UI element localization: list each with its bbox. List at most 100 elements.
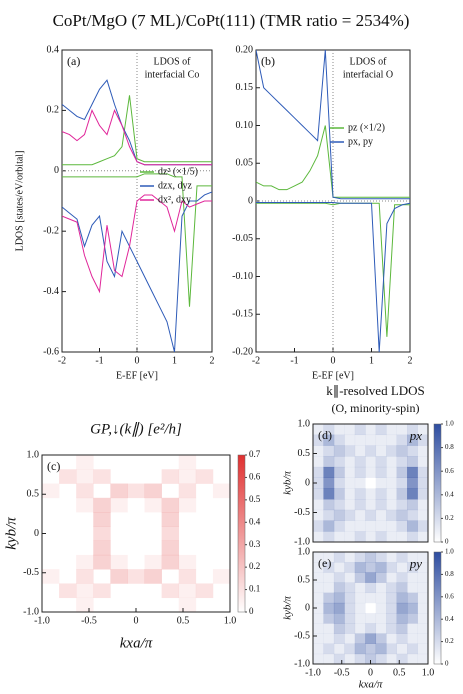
heatmap-cell [313,445,324,457]
heatmap-cell [196,541,213,556]
colorbar-label: 0.3 [249,539,261,549]
heatmap-cell [344,623,356,634]
heatmap-cell [375,445,387,457]
figure-title: CoPt/MgO (7 ML)/CoPt(111) (TMR ratio = 2… [53,11,410,30]
colorbar-label: 0.5 [249,494,261,504]
heatmap-cell [396,633,408,644]
heatmap-cell [354,445,366,457]
heatmap-cell [333,424,345,436]
x-axis-label: kxa/π [359,679,383,691]
x-tick-label: 0.5 [177,615,190,626]
heatmap-cell [76,569,94,584]
x-tick-label: -0.5 [334,667,350,678]
heatmap-cell [396,520,408,532]
heatmap-cell [333,552,345,563]
heatmap-cell [354,653,366,665]
y-tick-label: 0.15 [236,82,254,93]
heatmap-cell [386,531,397,543]
heatmap-cell [396,592,408,604]
heatmap-cell [396,552,408,563]
heatmap-cell [365,653,377,665]
y-tick-label: 0.5 [298,574,311,585]
heatmap-cell [313,623,324,634]
heatmap-cell [333,572,345,583]
heatmap-cell [213,498,230,513]
heatmap-cell [76,455,94,470]
colorbar-label: 0.1 [249,584,260,594]
heatmap-cell [365,509,377,521]
heatmap-cell [127,483,145,499]
y-tick-label: 1.0 [27,449,40,460]
colorbar [237,454,246,613]
heatmap-cell [110,469,127,484]
heatmap-cell [396,582,408,594]
heatmap-cell [110,526,127,541]
heatmap-cell [42,541,59,556]
heatmap-cell [76,497,94,513]
heatmap-cell [354,509,366,521]
heatmap-cell [59,541,76,556]
heatmap-cell [323,562,335,573]
heatmap-cell [93,598,110,613]
heatmap-cell [212,569,231,584]
heatmap-cell [323,592,335,604]
heatmap-cell [407,499,418,511]
heatmap-cell [344,477,356,489]
heatmap-cell [407,488,418,500]
heatmap-cell [313,520,324,532]
heatmap-cell [344,572,356,583]
annotation: LDOS of [350,56,388,67]
heatmap-cell [396,488,408,500]
legend-label: dx², dxy [158,194,191,205]
heatmap-cell [365,603,376,613]
ldos-line [62,191,212,352]
heatmap-cell [161,497,180,513]
heatmap-cell [354,643,366,655]
heatmap-cell [127,583,144,598]
heatmap-cell [386,520,397,532]
heatmap-cell [323,477,335,489]
heatmap-cell [407,531,418,543]
heatmap-cell [396,477,408,489]
heatmap-cell [365,520,377,532]
heatmap-cell [196,498,213,513]
heatmap-cell [110,583,127,598]
heatmap-cell [386,466,397,478]
heatmap-cell [76,554,94,570]
heatmap-cell [396,623,408,634]
y-tick-label: -0.5 [294,630,310,641]
x-tick-label: 0 [331,355,336,366]
y-tick-label: -1.0 [294,536,310,547]
heatmap-cell [365,456,377,468]
heatmap-cell [386,477,397,489]
heatmap-cell [59,498,76,513]
heatmap-cell [365,434,377,446]
heatmap-cell [407,613,418,624]
heatmap-cell [417,488,429,500]
heatmap-cell [417,572,429,583]
heatmap-cell [354,552,366,563]
heatmap-cell [375,531,387,543]
heatmap-cell [42,555,59,570]
heatmap-cell [354,613,366,624]
heatmap-cell [313,653,324,665]
heatmap-cell [76,541,93,556]
heatmap-cell [42,598,59,613]
heatmap-cell [323,520,335,532]
heatmap-cell [42,512,59,527]
heatmap-cell [344,653,356,665]
heatmap-cell [396,562,408,573]
heatmap-cell [365,572,377,583]
heatmap-cell [196,512,213,527]
y-tick-label: 0 [305,602,310,613]
colorbar [433,551,442,665]
x-tick-label: 1 [172,355,177,366]
y-tick-label: 0 [34,528,39,539]
heatmap-cell [365,445,377,457]
heatmap-cell [323,445,335,457]
heatmap-cell [375,623,387,634]
heatmap-cell [396,572,408,583]
heatmap-cell [59,455,76,470]
x-tick-label: 1.0 [422,667,435,678]
colorbar-label: 0.4 [445,615,454,623]
